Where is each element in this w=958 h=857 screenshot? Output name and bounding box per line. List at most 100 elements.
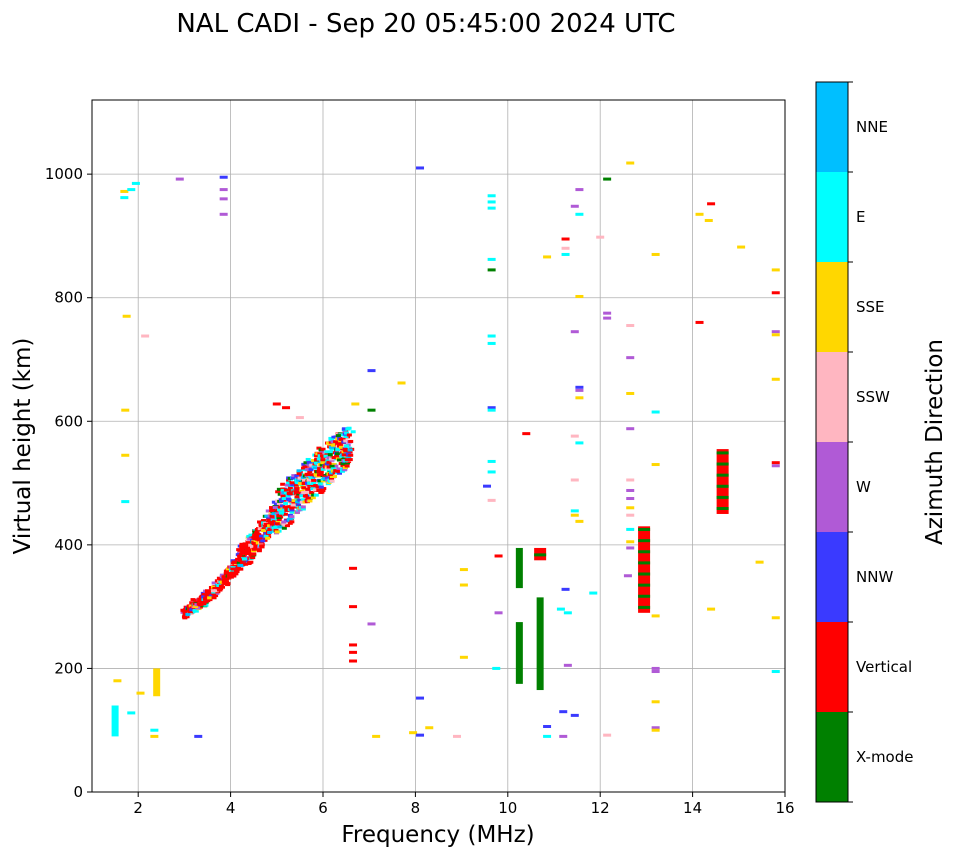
trace-echo: [338, 437, 344, 441]
trace-echo: [218, 584, 224, 588]
trace-echo: [181, 615, 187, 619]
echo-point: [651, 726, 660, 730]
trace-echo: [326, 456, 332, 460]
trace-echo: [312, 466, 318, 470]
trace-echo: [289, 506, 295, 510]
echo-point: [452, 734, 461, 738]
echo-point: [127, 188, 136, 192]
x-axis-label: Frequency (MHz): [341, 822, 534, 848]
trace-echo: [211, 592, 217, 596]
trace-echo: [290, 492, 296, 496]
trace-echo: [280, 493, 286, 497]
echo-point: [409, 731, 418, 735]
trace-echo: [290, 476, 296, 480]
echo-bar: [716, 449, 729, 514]
trace-echo: [280, 482, 286, 486]
echo-point: [372, 734, 381, 738]
trace-echo: [248, 543, 254, 547]
trace-echo: [237, 567, 243, 571]
echo-point: [771, 461, 780, 465]
colorbar-segment: [816, 442, 848, 532]
trace-echo: [273, 525, 279, 529]
y-axis: 0 200 400 600 800 1000: [45, 165, 92, 801]
trace-echo: [313, 488, 319, 492]
trace-echo: [314, 460, 320, 464]
trace-echo: [241, 551, 247, 555]
trace-echo: [230, 567, 236, 571]
trace-echo: [294, 510, 300, 514]
echo-bar-stripe: [638, 605, 651, 609]
echo-point: [282, 406, 291, 410]
trace-echo: [331, 463, 337, 467]
echo-point: [695, 212, 704, 216]
trace-echo: [329, 479, 335, 483]
trace-echo: [290, 483, 296, 487]
x-tick-label: 4: [226, 799, 236, 817]
trace-echo: [231, 574, 237, 578]
echo-point: [559, 710, 568, 714]
trace-echo: [300, 498, 306, 502]
trace-echo: [289, 481, 295, 485]
trace-echo: [302, 465, 308, 469]
plot-area: [91, 99, 786, 793]
trace-echo: [286, 481, 292, 485]
trace-echo: [336, 458, 342, 462]
echo-point: [626, 478, 635, 482]
trace-echo: [301, 486, 307, 490]
y-tick-label: 0: [73, 783, 83, 801]
echo-point: [603, 733, 612, 737]
trace-echo: [302, 481, 308, 485]
echo-point: [771, 377, 780, 381]
colorbar-label: Azimuth Direction: [922, 339, 948, 545]
trace-echo: [230, 565, 236, 569]
echo-bars: [111, 449, 729, 737]
trace-echo: [301, 478, 307, 482]
x-tick-label: 14: [683, 799, 702, 817]
trace-echo: [291, 474, 297, 478]
echo-point: [349, 659, 358, 663]
trace-echo: [343, 449, 349, 453]
trace-echo: [304, 490, 310, 494]
echo-point: [563, 611, 572, 615]
echo-point: [575, 294, 584, 298]
echo-point: [459, 568, 468, 572]
echo-point: [626, 324, 635, 328]
trace-echo: [283, 491, 289, 495]
echo-point: [120, 189, 129, 193]
trace-echo: [310, 487, 316, 491]
y-tick-label: 800: [54, 289, 83, 307]
trace-echo: [320, 489, 326, 493]
echo-point: [543, 725, 552, 729]
trace-echo: [324, 450, 330, 454]
trace-echo: [276, 515, 282, 519]
echo-point: [651, 666, 660, 670]
echo-point: [219, 197, 228, 201]
echo-point: [219, 212, 228, 216]
trace-echo: [294, 474, 300, 478]
trace-echo: [309, 490, 315, 494]
echo-point: [131, 181, 140, 185]
echo-bar-stripe: [638, 594, 651, 598]
trace-echo: [339, 445, 345, 449]
echo-point: [651, 252, 660, 256]
echo-point: [695, 320, 704, 324]
echo-point: [575, 396, 584, 400]
trace-echo: [328, 450, 334, 454]
trace-echo: [281, 497, 287, 501]
trace-echo: [329, 471, 335, 475]
trace-echo: [336, 471, 342, 475]
echo-point: [771, 333, 780, 337]
trace-echo: [273, 528, 279, 532]
echo-point: [626, 497, 635, 501]
trace-echo: [314, 458, 320, 462]
echo-point: [113, 679, 122, 683]
trace-echo: [302, 494, 308, 498]
echo-point: [487, 206, 496, 210]
trace-echo: [227, 573, 233, 577]
trace-echo: [317, 482, 323, 486]
colorbar-tick-label: E: [856, 208, 865, 226]
trace-echo: [261, 526, 267, 530]
trace-echo: [305, 467, 311, 471]
echo-point: [219, 188, 228, 192]
